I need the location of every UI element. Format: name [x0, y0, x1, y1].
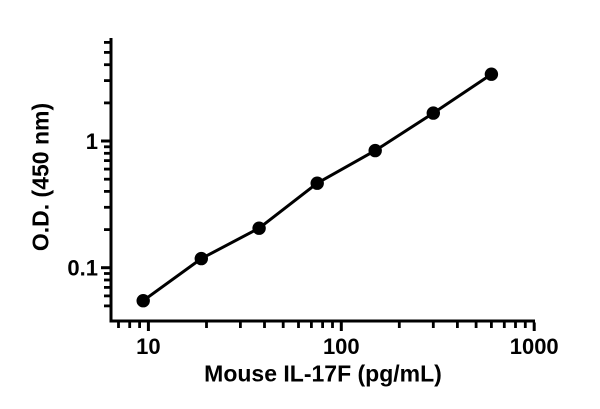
data-point	[194, 251, 208, 266]
data-point	[136, 294, 150, 308]
x-axis-title: Mouse IL-17F (pg/mL)	[204, 360, 442, 387]
data-point	[426, 106, 440, 120]
data-point	[310, 176, 324, 190]
y-tick-label: 1	[86, 129, 98, 154]
y-tick-label: 0.1	[67, 256, 98, 281]
y-axis-title: O.D. (450 nm)	[27, 102, 54, 252]
x-tick-label: 10	[136, 334, 160, 359]
data-point	[368, 143, 382, 158]
x-tick-label: 1000	[510, 334, 559, 359]
data-point	[252, 221, 266, 235]
x-tick-label: 100	[323, 334, 360, 359]
data-point	[484, 67, 499, 81]
